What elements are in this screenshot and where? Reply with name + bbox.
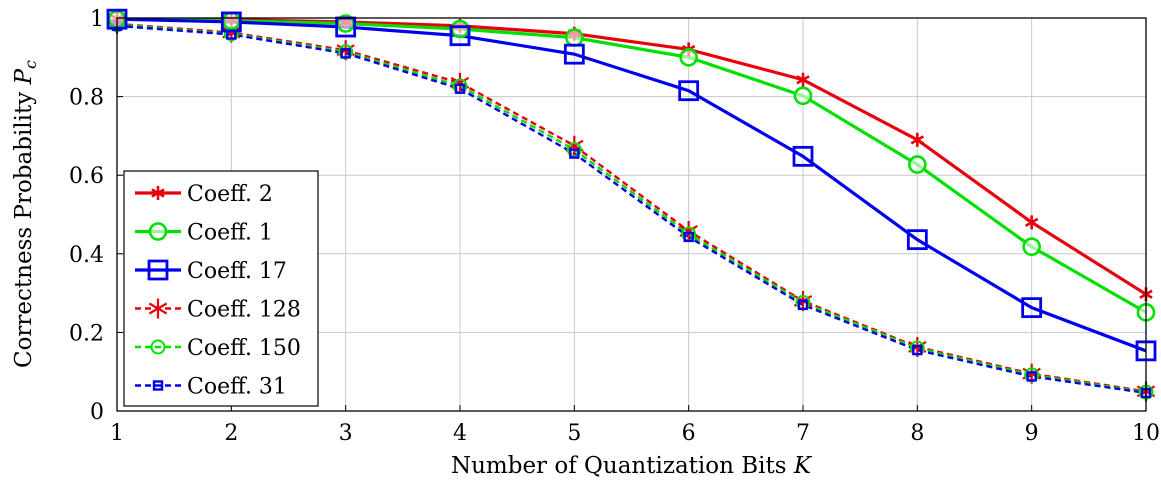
data-point xyxy=(912,344,923,356)
x-tick-labels: 1 2 3 4 5 6 7 8 9 10 xyxy=(110,421,1160,446)
y-tick-label: 0.6 xyxy=(69,164,104,189)
data-point xyxy=(910,132,925,147)
y-tick-label: 0.2 xyxy=(69,321,104,346)
data-point xyxy=(563,43,585,65)
data-point xyxy=(454,83,466,94)
x-tick-label: 6 xyxy=(682,421,696,446)
data-point xyxy=(796,72,810,87)
data-point xyxy=(222,11,241,31)
legend-box xyxy=(123,170,319,407)
legend-marker xyxy=(147,259,169,281)
legend-label: Coeff. 31 xyxy=(187,375,287,400)
series-line-coeff-128 xyxy=(117,22,1146,393)
data-point xyxy=(220,11,242,33)
data-point xyxy=(450,19,470,39)
x-tick-label: 5 xyxy=(567,421,581,446)
data-point xyxy=(678,80,700,102)
legend-item: Coeff. 31 xyxy=(135,375,287,400)
legend-label: Coeff. 2 xyxy=(187,182,273,207)
y-tick-label: 1 xyxy=(90,7,104,32)
y-tick-label: 0 xyxy=(90,400,104,425)
series-line-coeff-17 xyxy=(117,18,1146,353)
x-tick-label: 9 xyxy=(1025,421,1039,446)
data-point xyxy=(906,229,928,251)
y-tick-label: 0.4 xyxy=(69,243,104,268)
legend-marker xyxy=(151,186,165,200)
legend-marker xyxy=(150,339,166,355)
legend-label: Coeff. 17 xyxy=(187,259,287,284)
data-point xyxy=(340,48,351,59)
legend-item: Coeff. 128 xyxy=(135,298,301,323)
data-point xyxy=(793,86,813,106)
legend-label: Coeff. 150 xyxy=(187,336,301,361)
data-point xyxy=(565,28,584,47)
x-tick-label: 3 xyxy=(339,421,353,446)
x-tick-label: 8 xyxy=(910,421,924,446)
data-point xyxy=(566,142,582,158)
data-point xyxy=(679,47,698,67)
series-line-coeff-1 xyxy=(117,18,1146,314)
data-point xyxy=(569,148,580,159)
x-tick-label: 2 xyxy=(224,421,238,446)
legend-item: Coeff. 17 xyxy=(135,259,287,284)
data-point xyxy=(1026,371,1037,382)
legend: Coeff. 2 Coeff. 1 Coeff. 17 Coeff. 128 Coeff… xyxy=(123,170,319,407)
data-point xyxy=(1022,237,1041,257)
legend-item: Coeff. 1 xyxy=(135,221,273,246)
data-point xyxy=(683,231,694,243)
legend-label: Coeff. 128 xyxy=(187,298,301,323)
y-tick-labels: 0 0.2 0.4 0.6 0.8 1 xyxy=(69,7,104,425)
plot-frame xyxy=(116,17,1147,412)
legend-item: Coeff. 150 xyxy=(135,336,301,361)
legend-marker xyxy=(148,298,168,319)
y-tick-label: 0.8 xyxy=(69,86,104,111)
series-layer xyxy=(117,18,1146,395)
legend-item: Coeff. 2 xyxy=(135,182,273,207)
legend-label: Coeff. 1 xyxy=(187,221,273,246)
data-point xyxy=(792,145,814,167)
x-tick-label: 1 xyxy=(110,421,124,446)
data-point xyxy=(1021,297,1043,319)
data-point xyxy=(1024,215,1039,230)
series-line-coeff-31 xyxy=(117,24,1146,395)
x-axis-label: Number of Quantization Bits K xyxy=(451,453,813,479)
x-tick-label: 4 xyxy=(453,421,467,446)
x-tick-label: 7 xyxy=(796,421,810,446)
y-axis-label: Correctness Probability Pc xyxy=(11,60,40,368)
data-point xyxy=(908,155,927,174)
legend-marker xyxy=(148,222,168,241)
x-tick-label: 10 xyxy=(1132,421,1160,446)
legend-marker xyxy=(152,380,164,391)
data-point xyxy=(449,25,471,47)
data-point xyxy=(797,299,809,311)
